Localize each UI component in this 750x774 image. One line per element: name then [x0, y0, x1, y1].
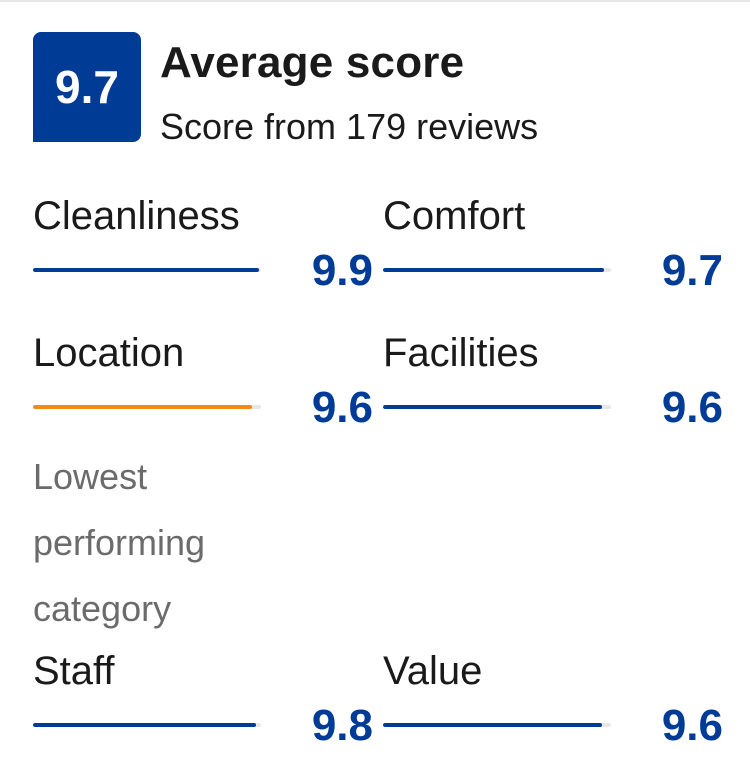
category-score: 9.6: [311, 383, 373, 432]
category-score: 9.6: [661, 383, 723, 432]
category-location: Location 9.6: [33, 329, 373, 433]
category-label: Facilities: [383, 331, 539, 375]
category-facilities: Facilities 9.6: [383, 329, 723, 433]
score-subtitle: Score from 179 reviews: [160, 106, 539, 147]
category-score: 9.8: [311, 701, 373, 750]
category-label: Comfort: [383, 194, 526, 238]
score-bar-fill: [383, 268, 605, 272]
top-divider: [0, 0, 750, 2]
score-bar-fill: [33, 405, 252, 409]
category-value: Value 9.6: [383, 647, 723, 751]
lowest-category-note: Lowest performing category: [33, 456, 206, 629]
score-bar: [383, 405, 611, 409]
score-bar-fill: [33, 723, 257, 727]
category-cleanliness: Cleanliness 9.9: [33, 192, 373, 296]
score-bar: [383, 723, 611, 727]
category-score: 9.9: [311, 246, 373, 295]
score-bar: [33, 723, 261, 727]
category-label: Staff: [33, 649, 115, 693]
score-bar: [33, 405, 261, 409]
average-score-badge: 9.7: [33, 32, 141, 142]
score-bar-fill: [383, 405, 602, 409]
category-comfort: Comfort 9.7: [383, 192, 723, 296]
score-title: Average score: [160, 38, 465, 87]
score-bar-fill: [383, 723, 602, 727]
category-label: Location: [33, 331, 185, 375]
score-bar-fill: [33, 268, 259, 272]
score-bar: [33, 268, 261, 272]
score-bar: [383, 268, 611, 272]
category-score: 9.6: [661, 701, 723, 750]
category-staff: Staff 9.8: [33, 647, 373, 751]
category-label: Value: [383, 649, 483, 693]
category-score: 9.7: [661, 246, 723, 295]
category-label: Cleanliness: [33, 194, 240, 238]
